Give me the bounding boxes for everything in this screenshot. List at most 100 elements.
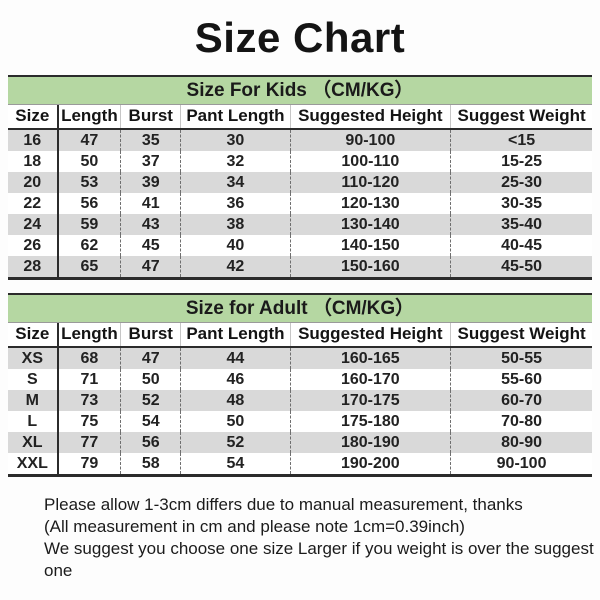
table-row: 24 59 43 38 130-140 35-40	[8, 214, 592, 235]
table-cell: 65	[56, 256, 121, 277]
adult-header-row: Size Length Burst Pant Length Suggested Heig…	[8, 323, 592, 348]
table-cell: 39	[120, 172, 181, 193]
table-cell: 54	[120, 411, 181, 432]
table-cell: 43	[120, 214, 181, 235]
table-cell: 30-35	[450, 193, 592, 214]
table-row: S 71 50 46 160-170 55-60	[8, 369, 592, 390]
table-cell: <15	[450, 129, 592, 151]
table-cell: 120-130	[289, 193, 451, 214]
table-cell: 40-45	[450, 235, 592, 256]
kids-table-title: Size For Kids （CM/KG）	[8, 77, 592, 105]
table-cell: XS	[21, 350, 43, 367]
table-cell: 79	[56, 453, 121, 474]
table-cell: 73	[56, 390, 121, 411]
table-cell: 150-160	[289, 256, 451, 277]
column-header: Burst	[120, 323, 181, 348]
table-cell: 50	[120, 369, 181, 390]
table-row: 20 53 39 34 110-120 25-30	[8, 172, 592, 193]
note-line: We suggest you choose one size Larger if…	[44, 539, 594, 580]
table-cell: 56	[120, 432, 181, 453]
table-cell: 160-170	[289, 369, 451, 390]
adult-size-table: Size for Adult （CM/KG） Size Length Burst Pa…	[8, 293, 592, 477]
table-cell: 90-100	[289, 129, 451, 151]
table-cell: 42	[180, 256, 291, 277]
table-cell: 110-120	[289, 172, 451, 193]
table-row: XL 77 56 52 180-190 80-90	[8, 432, 592, 453]
table-cell: 44	[180, 347, 291, 369]
column-header: Size	[8, 105, 58, 130]
table-cell: 35	[120, 129, 181, 151]
table-cell: 68	[56, 347, 121, 369]
table-cell: L	[27, 413, 38, 430]
column-header: Burst	[120, 105, 181, 130]
table-cell: 37	[120, 151, 181, 172]
table-cell: 59	[56, 214, 121, 235]
table-cell: 30	[180, 129, 291, 151]
table-cell: 71	[56, 369, 121, 390]
kids-header-row: Size Length Burst Pant Length Suggested Heig…	[8, 105, 592, 130]
table-cell: 52	[180, 432, 291, 453]
table-cell: 140-150	[289, 235, 451, 256]
table-row: 26 62 45 40 140-150 40-45	[8, 235, 592, 256]
note-line: Please allow 1-3cm differs due to manual…	[44, 495, 523, 514]
adult-table-title: Size for Adult （CM/KG）	[8, 295, 592, 323]
table-row: M 73 52 48 170-175 60-70	[8, 390, 592, 411]
table-cell: 45-50	[450, 256, 592, 277]
column-header: Length	[56, 323, 121, 348]
table-cell: 22	[23, 195, 42, 212]
table-cell: 45	[120, 235, 181, 256]
table-cell: 41	[120, 193, 181, 214]
note-line: (All measurement in cm and please note 1…	[44, 517, 465, 536]
table-cell: 20	[23, 174, 42, 191]
table-cell: 52	[120, 390, 181, 411]
table-cell: 70-80	[450, 411, 592, 432]
column-header: Suggest Weight	[450, 323, 592, 348]
table-cell: 130-140	[289, 214, 451, 235]
table-cell: 35-40	[450, 214, 592, 235]
adult-table: Size Length Burst Pant Length Suggested Heig…	[8, 323, 592, 474]
table-cell: 18	[23, 153, 42, 170]
table-cell: 90-100	[450, 453, 592, 474]
column-header: Length	[56, 105, 121, 130]
table-cell: 16	[23, 132, 42, 149]
table-cell: 55-60	[450, 369, 592, 390]
table-cell: S	[26, 371, 38, 388]
table-cell: 54	[180, 453, 291, 474]
table-cell: 34	[180, 172, 291, 193]
table-cell: 160-165	[289, 347, 451, 369]
column-header: Suggest Weight	[450, 105, 592, 130]
table-cell: 58	[120, 453, 181, 474]
table-cell: 15-25	[450, 151, 592, 172]
table-cell: 53	[56, 172, 121, 193]
table-cell: 50-55	[450, 347, 592, 369]
table-cell: 80-90	[450, 432, 592, 453]
column-header: Pant Length	[180, 323, 291, 348]
table-cell: 75	[56, 411, 121, 432]
column-header: Size	[8, 323, 58, 348]
table-cell: 175-180	[289, 411, 451, 432]
table-cell: XXL	[16, 455, 48, 472]
table-cell: 36	[180, 193, 291, 214]
table-cell: 26	[23, 237, 42, 254]
table-cell: 28	[23, 258, 42, 275]
table-cell: 47	[120, 347, 181, 369]
table-cell: 24	[23, 216, 42, 233]
table-cell: 47	[56, 129, 121, 151]
table-row: L 75 54 50 175-180 70-80	[8, 411, 592, 432]
table-cell: 100-110	[289, 151, 451, 172]
table-cell: 38	[180, 214, 291, 235]
table-cell: 48	[180, 390, 291, 411]
kids-table: Size Length Burst Pant Length Suggested Heig…	[8, 105, 592, 277]
page-title: Size Chart	[194, 14, 406, 61]
table-cell: 50	[56, 151, 121, 172]
table-cell: 62	[56, 235, 121, 256]
kids-size-table: Size For Kids （CM/KG） Size Length Burst Pan…	[8, 75, 592, 280]
table-cell: 56	[56, 193, 121, 214]
table-row: XXL 79 58 54 190-200 90-100	[8, 453, 592, 474]
table-row: 16 47 35 30 90-100 <15	[8, 129, 592, 151]
table-cell: 77	[56, 432, 121, 453]
column-header: Suggested Height	[289, 323, 451, 348]
table-cell: 180-190	[289, 432, 451, 453]
table-row: 18 50 37 32 100-110 15-25	[8, 151, 592, 172]
